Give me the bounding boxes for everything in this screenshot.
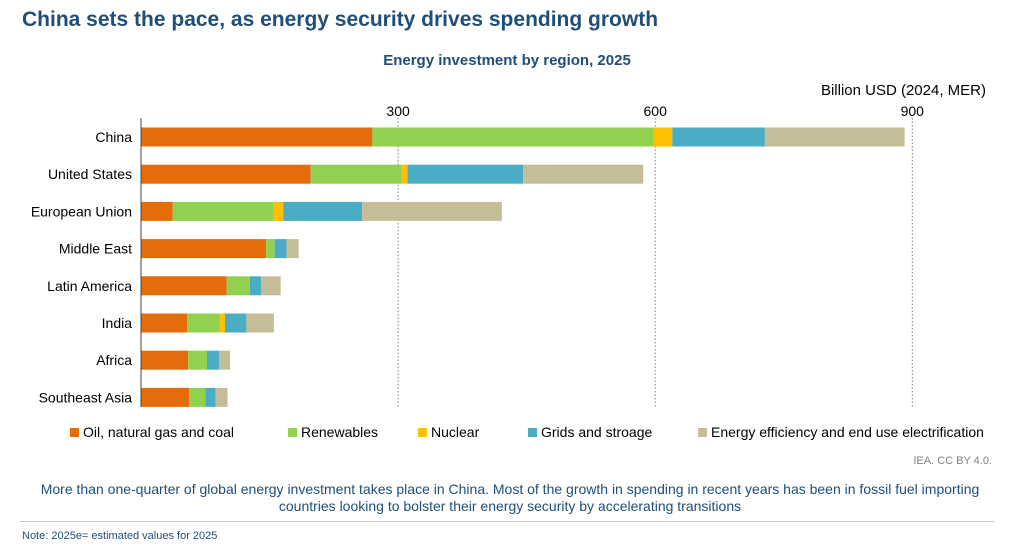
bar-segment: [249, 276, 261, 296]
bar-segment: [764, 127, 905, 147]
legend-swatch: [528, 427, 537, 437]
bar-chart: 300 600 900 China United States European Unio…: [31, 103, 925, 407]
bar-segment: [218, 350, 231, 370]
footer-divider: [20, 521, 994, 522]
legend-label: Oil, natural gas and coal: [83, 424, 234, 440]
bar-segment: [523, 164, 644, 184]
bar-segment: [141, 313, 188, 333]
bar-segment: [372, 127, 654, 147]
bar-segment: [141, 239, 267, 259]
legend-item: Nuclear: [418, 424, 479, 440]
bar-segment: [266, 239, 275, 259]
x-tick-label: 300: [386, 103, 410, 119]
bar-segment: [283, 201, 363, 221]
main-title: China sets the pace, as energy security …: [22, 8, 659, 31]
bar-segment: [187, 313, 220, 333]
bar-segment: [310, 164, 402, 184]
bar-segment: [141, 127, 373, 147]
category-label: Africa: [96, 352, 132, 368]
bar-segment: [219, 313, 225, 333]
legend-item: Oil, natural gas and coal: [70, 424, 234, 440]
bar-segment: [274, 239, 287, 259]
category-label: India: [102, 315, 133, 331]
chart-description: More than one-quarter of global energy i…: [40, 481, 980, 514]
bar-segment: [141, 350, 189, 370]
legend-swatch: [70, 427, 79, 437]
category-label: European Union: [31, 203, 132, 219]
bar-segment: [672, 127, 765, 147]
category-label: Middle East: [59, 241, 132, 257]
bar-segment: [205, 387, 216, 407]
category-label: Latin America: [47, 278, 132, 294]
legend-item: Grids and stroage: [528, 424, 652, 440]
category-label: Southeast Asia: [39, 389, 133, 405]
chart-title: Energy investment by region, 2025: [383, 52, 631, 69]
bar-segment: [260, 276, 281, 296]
category-label: China: [95, 129, 132, 145]
legend-label: Nuclear: [431, 424, 480, 440]
legend-label: Grids and stroage: [541, 424, 653, 440]
legend-label: Energy efficiency and end use electrific…: [711, 424, 984, 440]
bar-segment: [141, 276, 227, 296]
bar-segment: [653, 127, 673, 147]
bar-segment: [206, 350, 219, 370]
x-tick-label: 600: [644, 103, 668, 119]
footnote: Note: 2025e= estimated values for 2025: [22, 530, 218, 542]
bar-segment: [226, 276, 250, 296]
bar-segment: [188, 350, 207, 370]
bar-segment: [141, 387, 189, 407]
x-tick-label: 900: [901, 103, 925, 119]
bar-segment: [172, 201, 274, 221]
bar-segment: [273, 201, 284, 221]
legend-swatch: [418, 427, 427, 437]
legend-item: Energy efficiency and end use electrific…: [698, 424, 984, 440]
bar-segment: [188, 387, 206, 407]
bar-segment: [224, 313, 247, 333]
bar-segment: [286, 239, 299, 259]
bar-segment: [141, 201, 173, 221]
bar-segment: [246, 313, 274, 333]
unit-label: Billion USD (2024, MER): [820, 82, 986, 99]
legend-swatch: [698, 427, 707, 437]
category-label: United States: [48, 166, 132, 182]
legend-swatch: [288, 427, 297, 437]
bar-segment: [401, 164, 408, 184]
bar-segment: [215, 387, 228, 407]
legend: Oil, natural gas and coal Renewables Nucle…: [70, 424, 1000, 442]
bar-segment: [407, 164, 524, 184]
bar-segment: [362, 201, 502, 221]
legend-item: Renewables: [288, 424, 378, 440]
bar-segment: [141, 164, 311, 184]
legend-label: Renewables: [301, 424, 379, 440]
source-credit: IEA. CC BY 4.0.: [913, 455, 992, 467]
